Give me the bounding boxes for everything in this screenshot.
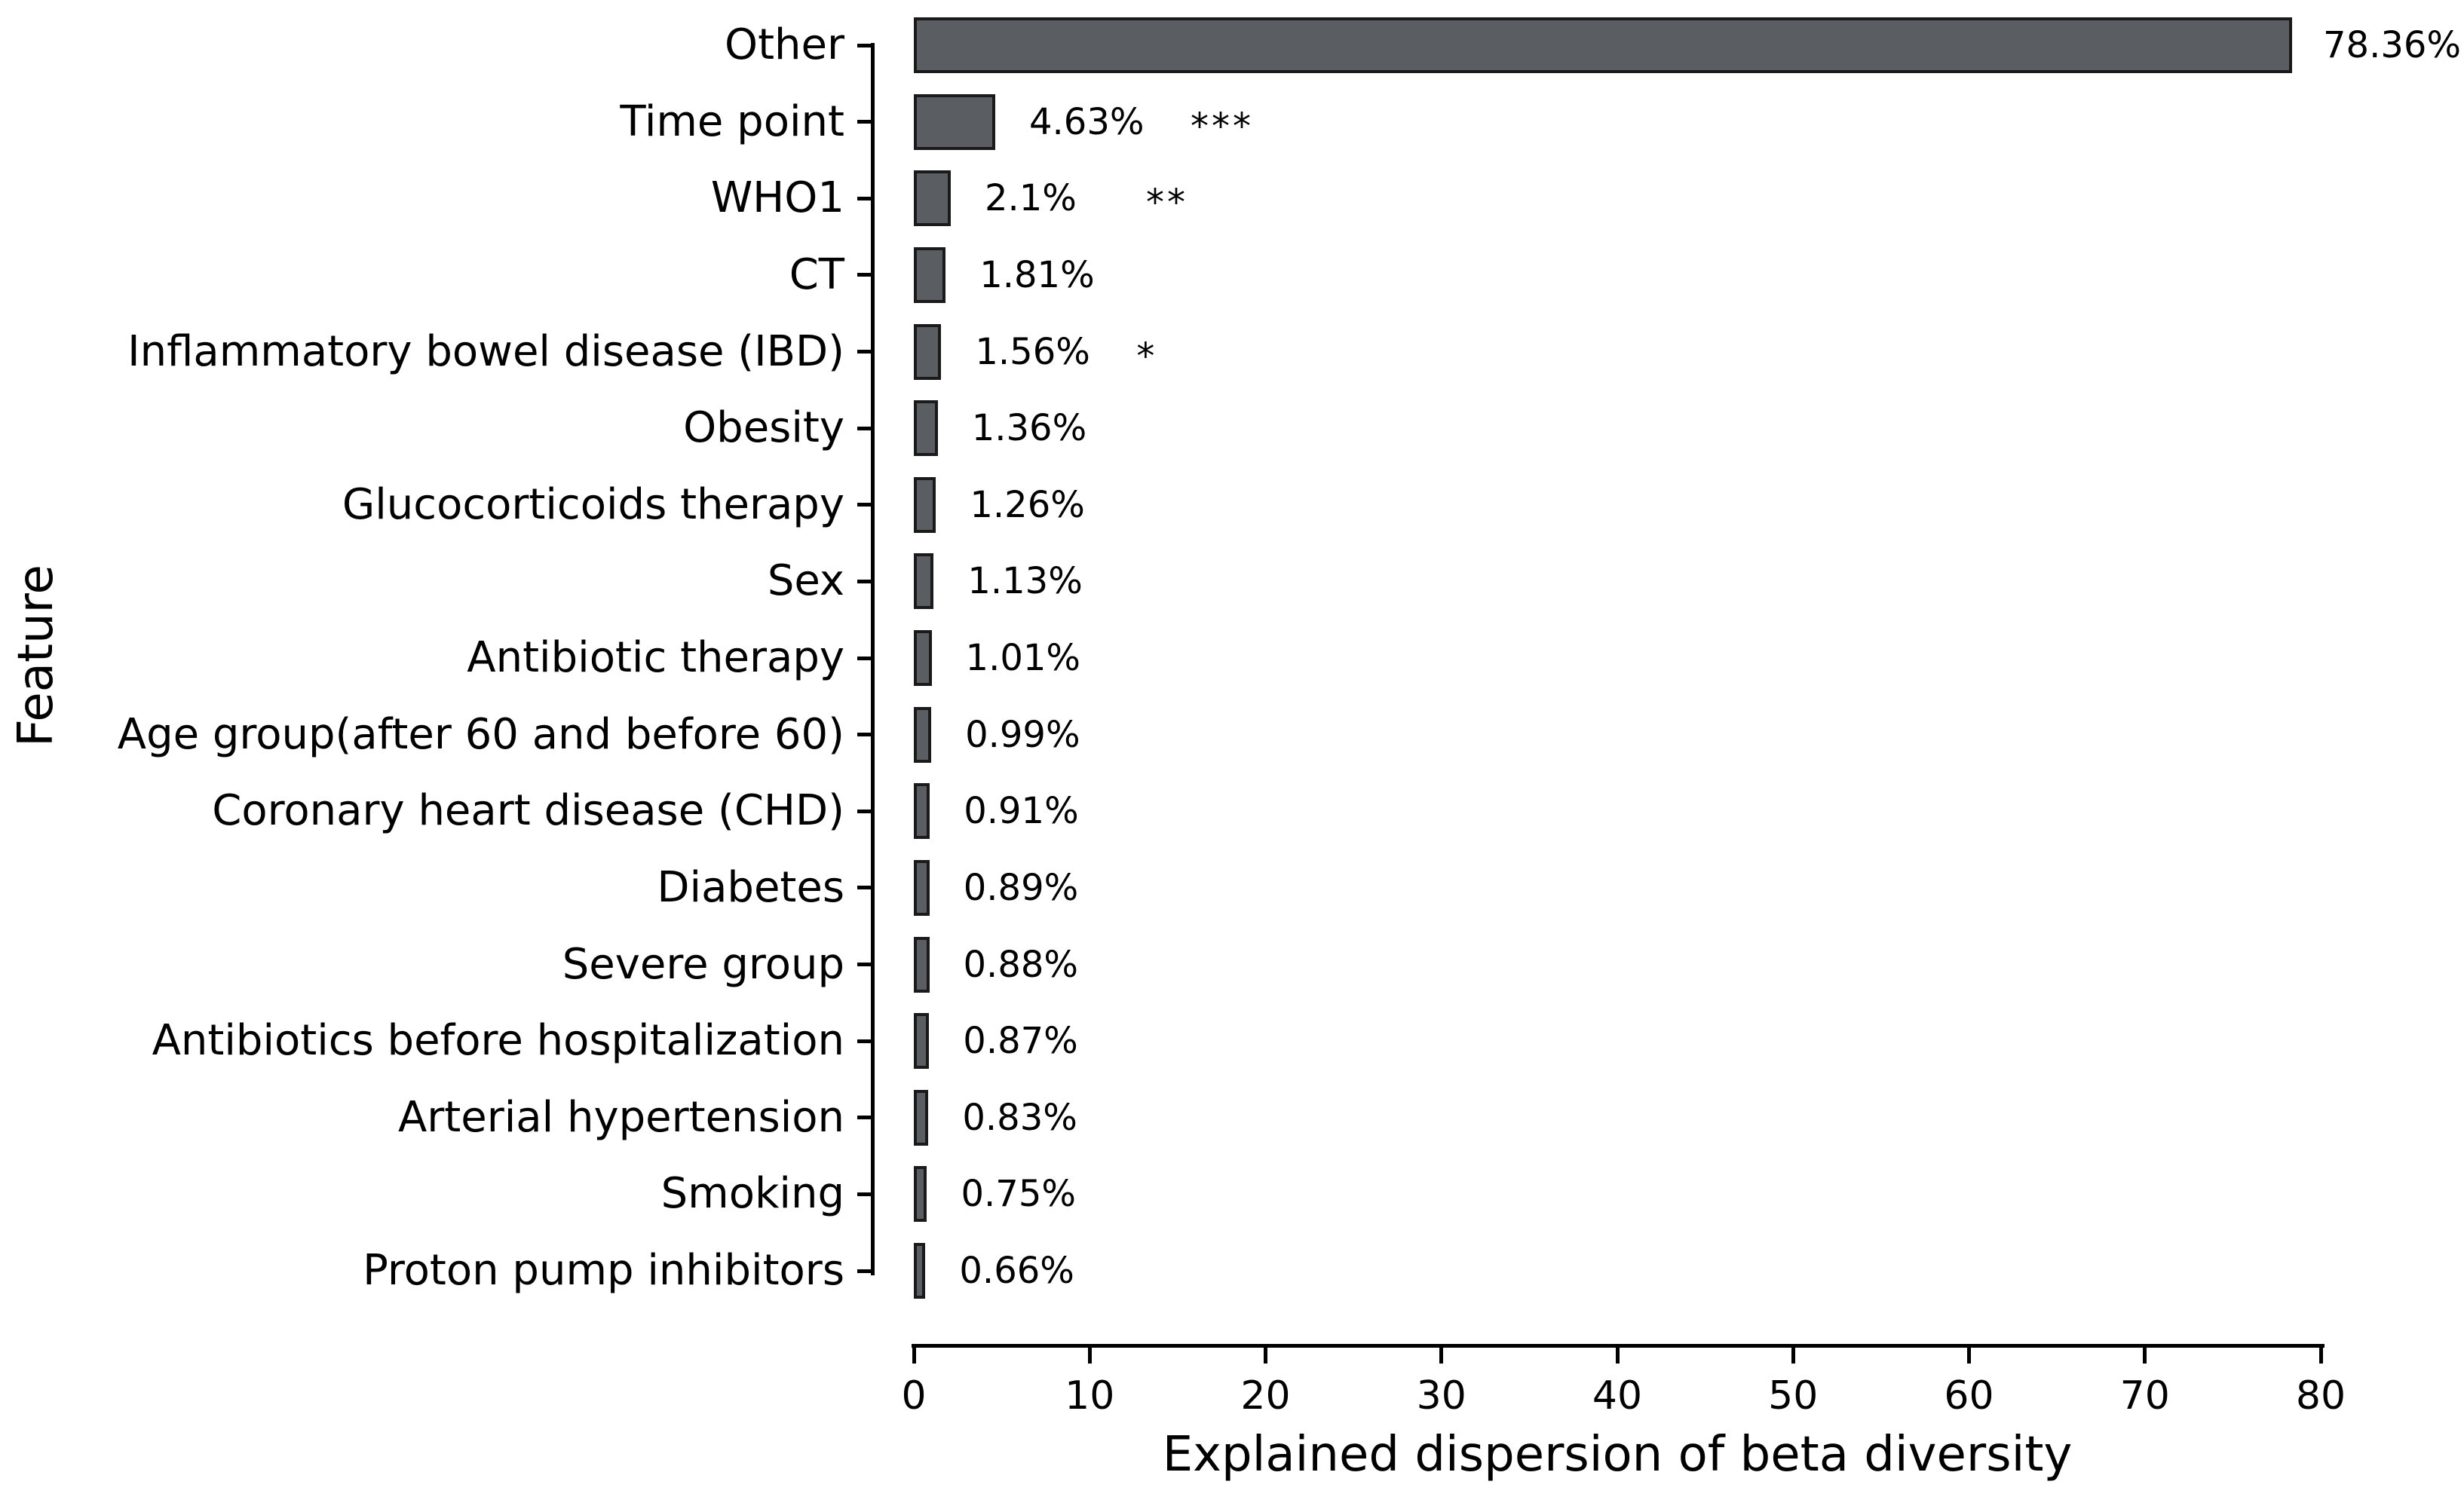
bar: [914, 17, 2292, 73]
category-label: Inflammatory bowel disease (IBD): [127, 326, 844, 376]
category-label: Antibiotic therapy: [467, 633, 844, 682]
y-tick: [857, 1039, 871, 1043]
bar: [914, 1166, 927, 1223]
bar: [914, 706, 932, 763]
y-tick: [857, 196, 871, 200]
x-tick-label: 70: [2119, 1373, 2170, 1419]
y-tick: [857, 809, 871, 813]
y-tick: [857, 426, 871, 430]
bar: [914, 400, 938, 457]
y-tick: [857, 733, 871, 737]
y-tick: [857, 503, 871, 507]
category-label: Time point: [620, 96, 844, 146]
value-label: 1.26%: [970, 483, 1085, 526]
y-tick: [857, 963, 871, 966]
category-label: Age group(after 60 and before 60): [117, 709, 844, 759]
value-label: 0.91%: [964, 790, 1079, 833]
bar: [914, 1013, 930, 1070]
x-tick: [2143, 1344, 2147, 1364]
x-tick: [1264, 1344, 1267, 1364]
category-label: WHO1: [710, 173, 844, 223]
x-tick: [912, 1344, 916, 1364]
x-tick-label: 80: [2295, 1373, 2346, 1419]
category-label: Glucocorticoids therapy: [342, 479, 844, 529]
value-label: 0.66%: [959, 1250, 1074, 1292]
bar: [914, 553, 934, 610]
y-tick: [857, 350, 871, 354]
category-label: Proton pump inhibitors: [363, 1246, 844, 1295]
x-tick: [1087, 1344, 1092, 1364]
value-label: 4.63%: [1028, 100, 1145, 143]
y-tick: [857, 1269, 871, 1273]
x-tick: [1791, 1344, 1795, 1364]
category-label: Other: [724, 20, 844, 69]
x-tick-label: 40: [1592, 1373, 1643, 1419]
y-tick: [857, 273, 871, 277]
x-tick-label: 0: [901, 1373, 927, 1419]
bar: [914, 476, 936, 533]
value-label: 0.83%: [962, 1096, 1077, 1139]
value-label: 0.99%: [965, 713, 1080, 756]
value-label: 0.87%: [963, 1020, 1078, 1063]
x-tick-label: 10: [1065, 1373, 1115, 1419]
y-axis-spine: [871, 43, 875, 1275]
category-label: Smoking: [660, 1169, 844, 1219]
bar: [914, 170, 951, 227]
x-tick: [2318, 1344, 2323, 1364]
value-label: 0.75%: [961, 1173, 1076, 1216]
x-tick: [1439, 1344, 1444, 1364]
y-tick: [857, 1192, 871, 1196]
value-label: 1.81%: [979, 253, 1095, 296]
category-label: Severe group: [562, 939, 844, 989]
category-label: Sex: [767, 556, 844, 606]
x-tick: [1967, 1344, 1971, 1364]
category-label: Coronary heart disease (CHD): [212, 786, 844, 836]
y-tick: [857, 656, 871, 660]
x-tick-label: 50: [1768, 1373, 1819, 1419]
bar: [914, 859, 930, 916]
bar: [914, 323, 942, 380]
y-tick: [857, 1116, 871, 1120]
bar: [914, 93, 995, 150]
bar: [914, 630, 932, 686]
value-label: 2.1%: [984, 177, 1077, 220]
x-tick-label: 60: [1944, 1373, 1994, 1419]
value-label: 1.56%: [975, 330, 1090, 373]
bar: [914, 936, 930, 993]
y-tick: [857, 579, 871, 583]
value-label: 1.13%: [967, 560, 1083, 603]
x-tick: [1615, 1344, 1620, 1364]
bar: [914, 1089, 929, 1146]
category-label: Obesity: [683, 403, 844, 453]
bar: [914, 1243, 926, 1299]
x-axis-title: Explained dispersion of beta diversity: [1162, 1427, 2073, 1483]
category-label: CT: [789, 249, 844, 299]
category-label: Diabetes: [657, 862, 844, 912]
category-label: Arterial hypertension: [397, 1092, 844, 1142]
value-label: 78.36%: [2323, 24, 2462, 66]
y-axis-title: Feature: [8, 565, 64, 747]
y-tick: [857, 120, 871, 124]
category-label: Antibiotics before hospitalization: [152, 1016, 844, 1066]
bar: [914, 246, 946, 303]
value-label: 0.89%: [963, 866, 1079, 909]
x-tick-label: 30: [1416, 1373, 1466, 1419]
value-label: 0.88%: [963, 943, 1078, 986]
x-tick-label: 20: [1240, 1373, 1291, 1419]
significance-stars: *: [1136, 335, 1158, 378]
bar: [914, 783, 930, 840]
value-label: 1.01%: [965, 637, 1081, 679]
significance-stars: **: [1145, 182, 1188, 225]
y-tick: [857, 43, 871, 47]
value-label: 1.36%: [971, 407, 1087, 450]
significance-stars: ***: [1190, 105, 1254, 148]
y-tick: [857, 886, 871, 890]
